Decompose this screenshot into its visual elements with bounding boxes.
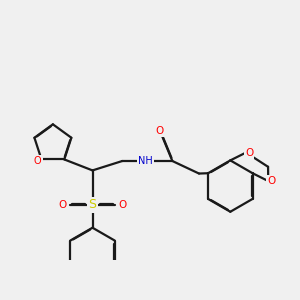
Text: O: O <box>58 200 67 210</box>
Text: O: O <box>118 200 126 210</box>
Text: S: S <box>88 198 97 212</box>
Text: O: O <box>245 148 253 158</box>
Text: NH: NH <box>138 156 153 166</box>
Text: O: O <box>156 126 164 136</box>
Text: O: O <box>267 176 275 186</box>
Text: O: O <box>34 156 41 166</box>
